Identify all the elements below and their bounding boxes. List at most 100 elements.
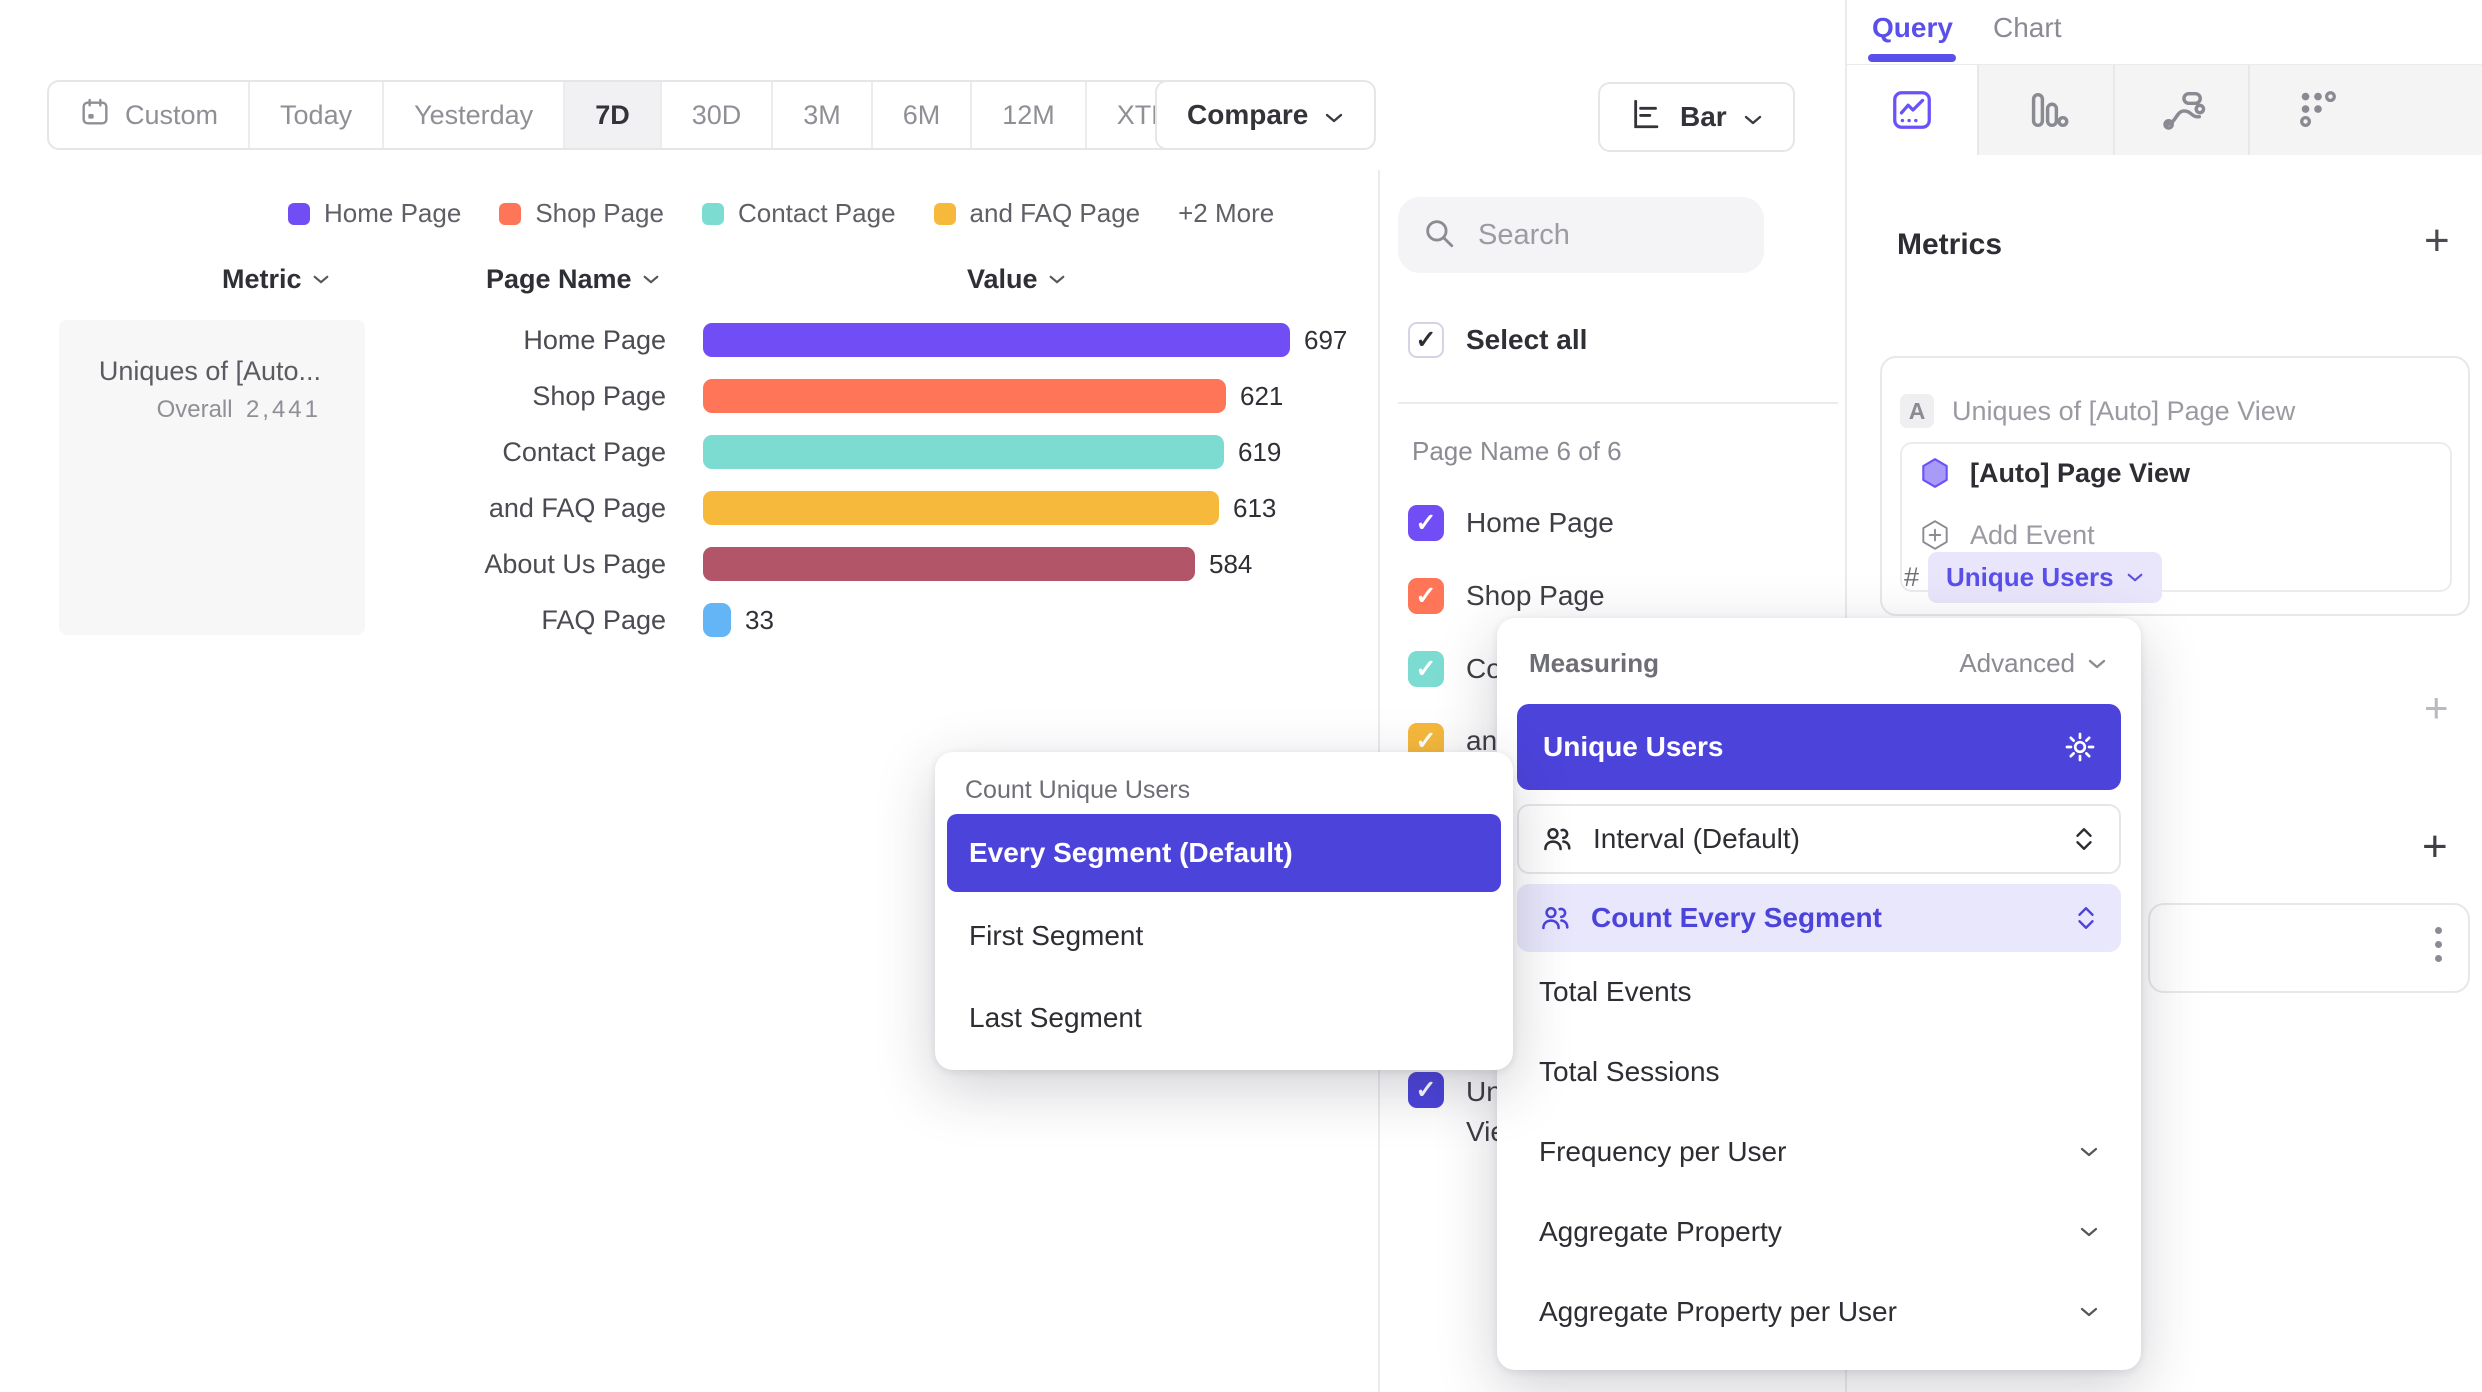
date-range-3m[interactable]: 3M xyxy=(773,82,873,148)
legend-item[interactable]: Home Page xyxy=(288,198,461,229)
date-range-custom[interactable]: Custom xyxy=(49,82,251,148)
date-range-12m[interactable]: 12M xyxy=(972,82,1087,148)
measuring-option-total-events[interactable]: Total Events xyxy=(1539,976,1692,1007)
search-box[interactable] xyxy=(1398,197,1764,273)
compare-button[interactable]: Compare xyxy=(1155,80,1377,150)
measuring-option-aggregate-property[interactable]: Aggregate Property xyxy=(1539,1216,2099,1248)
select-all-label: Select all xyxy=(1466,324,1588,355)
legend-item[interactable]: Shop Page xyxy=(499,198,664,229)
measuring-option-aggregate-property-per-user[interactable]: Aggregate Property per User xyxy=(1539,1296,2099,1328)
add-event-label: Add Event xyxy=(1970,519,2095,550)
retention-dots-icon xyxy=(2300,91,2336,127)
insights-chart-icon xyxy=(1893,91,1931,129)
legend-swatch xyxy=(288,202,310,225)
bar-label: and FAQ Page xyxy=(488,493,666,523)
advanced-toggle[interactable]: Advanced xyxy=(1959,648,2107,679)
tab-query-active-indicator xyxy=(1868,54,1956,62)
bar-label: Shop Page xyxy=(532,381,666,411)
gear-icon[interactable] xyxy=(2063,730,2097,764)
report-tab-retention[interactable] xyxy=(2248,65,2386,155)
check-icon: ✓ xyxy=(1415,326,1437,354)
checkbox-checked[interactable]: ✓ xyxy=(1408,505,1444,541)
tab-query[interactable]: Query xyxy=(1872,12,1953,43)
count-option-first-segment[interactable]: First Segment xyxy=(969,920,1144,951)
bar-home-page[interactable] xyxy=(703,323,1290,357)
column-header-metric[interactable]: Metric xyxy=(222,264,330,295)
column-header-page-name[interactable]: Page Name xyxy=(486,264,660,295)
chevron-down-icon xyxy=(2127,573,2142,582)
chevron-down-icon xyxy=(2080,1227,2098,1237)
bar-value: 584 xyxy=(1209,549,1253,579)
chevron-down-icon xyxy=(1743,101,1763,133)
report-tab-funnels[interactable] xyxy=(1977,65,2115,155)
measure-pill[interactable]: Unique Users xyxy=(1928,552,2162,603)
metric-card-title: Uniques of [Auto] Page View xyxy=(1952,396,2296,426)
measure-hash-prefix: # xyxy=(1904,562,1920,592)
chevron-down-icon xyxy=(2088,659,2106,668)
checkbox-checked[interactable]: ✓ xyxy=(1408,1072,1444,1108)
add-event-row[interactable]: Add Event xyxy=(1918,518,2095,552)
chevron-down-icon xyxy=(1324,99,1344,131)
filter-divider xyxy=(1398,402,1838,404)
checkbox-checked[interactable]: ✓ xyxy=(1408,578,1444,614)
legend-swatch xyxy=(701,202,724,225)
chart-type-selector[interactable]: Bar xyxy=(1598,82,1795,152)
measuring-option-frequency-per-user[interactable]: Frequency per User xyxy=(1539,1136,2099,1168)
measuring-title: Measuring xyxy=(1529,648,1660,678)
date-range-yesterday[interactable]: Yesterday xyxy=(384,82,566,148)
count-option-every-segment-selected[interactable]: Every Segment (Default) xyxy=(947,814,1501,892)
select-all-checkbox[interactable]: ✓ xyxy=(1408,322,1444,358)
tab-chart[interactable]: Chart xyxy=(1993,12,2062,43)
add-breakdown-plus-icon[interactable]: + xyxy=(2422,822,2448,871)
add-event-hexagon-plus-icon xyxy=(1922,520,1948,550)
event-row[interactable]: [Auto] Page View xyxy=(1918,456,2190,490)
bar-and-faq-page[interactable] xyxy=(703,491,1219,525)
report-tab-filler xyxy=(2384,65,2482,155)
metrics-heading: Metrics xyxy=(1897,228,2003,261)
filter-item-shop-page[interactable]: ✓ Shop Page xyxy=(1408,578,1605,614)
interval-selector[interactable]: Interval (Default) xyxy=(1517,804,2121,874)
bar-about-us-page[interactable] xyxy=(703,547,1195,581)
chart-row: Shop Page 621 xyxy=(0,378,1378,414)
report-tab-insights-active[interactable] xyxy=(1847,65,1977,155)
search-input[interactable] xyxy=(1476,217,1730,253)
check-icon: ✓ xyxy=(1415,655,1437,683)
report-tab-flows[interactable] xyxy=(2113,65,2250,155)
legend-more[interactable]: +2 More xyxy=(1178,198,1275,228)
funnel-bars-icon xyxy=(2031,92,2069,128)
filter-item-home-page[interactable]: ✓ Home Page xyxy=(1408,505,1614,541)
count-every-segment-selector[interactable]: Count Every Segment xyxy=(1517,884,2121,952)
bar-contact-page[interactable] xyxy=(703,435,1224,469)
measuring-option-unique-users-selected[interactable]: Unique Users xyxy=(1517,704,2121,790)
metric-overall: Overall 2,441 xyxy=(156,396,321,423)
metric-summary-box[interactable]: Uniques of [Auto... Overall 2,441 xyxy=(59,320,365,635)
column-header-value[interactable]: Value xyxy=(967,264,1066,295)
legend-item[interactable]: Contact Page xyxy=(701,198,896,229)
date-range-today[interactable]: Today xyxy=(250,82,385,148)
measuring-option-total-sessions[interactable]: Total Sessions xyxy=(1539,1056,1720,1087)
add-metric-plus-icon[interactable]: + xyxy=(2424,216,2450,265)
flows-icon xyxy=(2162,91,2205,130)
kebab-menu-icon[interactable] xyxy=(2435,927,2442,962)
bar-value: 697 xyxy=(1304,325,1348,355)
bar-faq-page[interactable] xyxy=(703,603,731,637)
date-range-30d[interactable]: 30D xyxy=(662,82,774,148)
date-range-6m[interactable]: 6M xyxy=(873,82,973,148)
date-range-label: Custom xyxy=(125,99,219,130)
date-range-7d[interactable]: 7D xyxy=(565,82,662,148)
bar-shop-page[interactable] xyxy=(703,379,1226,413)
add-filter-plus-icon[interactable]: + xyxy=(2424,684,2449,731)
filter-group-label: Page Name 6 of 6 xyxy=(1412,436,1622,466)
count-option-last-segment[interactable]: Last Segment xyxy=(969,1002,1142,1033)
check-icon: ✓ xyxy=(1415,1076,1437,1104)
measuring-popup: Measuring Advanced Unique Users Interval xyxy=(1497,618,2141,1370)
chart-row: Home Page 697 xyxy=(0,322,1378,358)
select-all-row[interactable]: ✓ Select all xyxy=(1408,322,1587,358)
bar-label: Home Page xyxy=(523,325,666,355)
metric-card: A Uniques of [Auto] Page View [Auto] Pag… xyxy=(1880,356,2470,616)
legend-item[interactable]: and FAQ Page xyxy=(933,198,1140,229)
stepper-icon xyxy=(2078,907,2094,929)
event-hexagon-icon xyxy=(1922,458,1948,488)
checkbox-checked[interactable]: ✓ xyxy=(1408,651,1444,687)
